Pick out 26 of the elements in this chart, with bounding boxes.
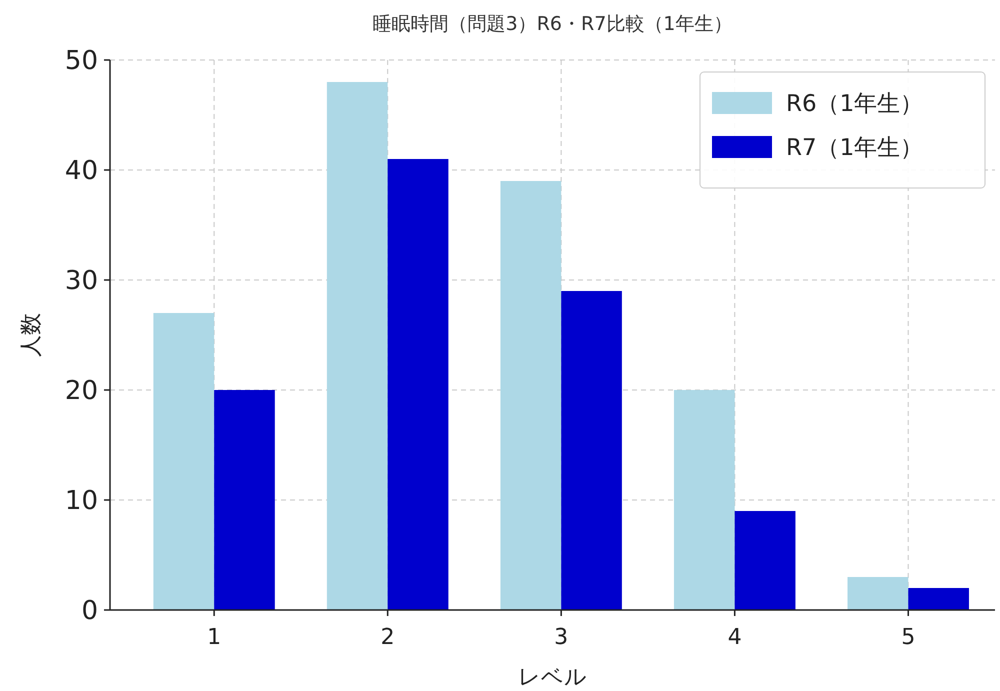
x-tick-label: 2 [380,625,395,650]
chart-title: 睡眠時間（問題3）R6・R7比較（1年生） [372,13,732,35]
bar [848,577,908,610]
x-tick-label: 4 [728,625,742,650]
bar [908,588,969,610]
bar [214,390,275,610]
y-tick-label: 30 [64,266,98,296]
bar [153,313,214,610]
y-tick-label: 0 [81,596,98,626]
y-tick-label: 10 [64,486,98,516]
bar [388,159,448,610]
bar [561,291,622,610]
y-axis-title: 人数 [19,313,44,357]
x-tick-label: 3 [554,625,568,650]
legend-label: R6（1年生） [786,91,924,117]
x-axis-title: レベル [518,665,587,690]
bar [326,82,388,610]
y-tick-label: 50 [64,46,98,76]
x-tick-label: 5 [901,625,916,650]
y-tick-label: 20 [64,376,98,406]
bar [674,390,735,610]
bar [734,511,796,610]
y-tick-label: 40 [64,156,98,186]
x-tick-label: 1 [207,625,222,650]
bar [500,181,562,610]
legend-label: R7（1年生） [786,135,924,161]
